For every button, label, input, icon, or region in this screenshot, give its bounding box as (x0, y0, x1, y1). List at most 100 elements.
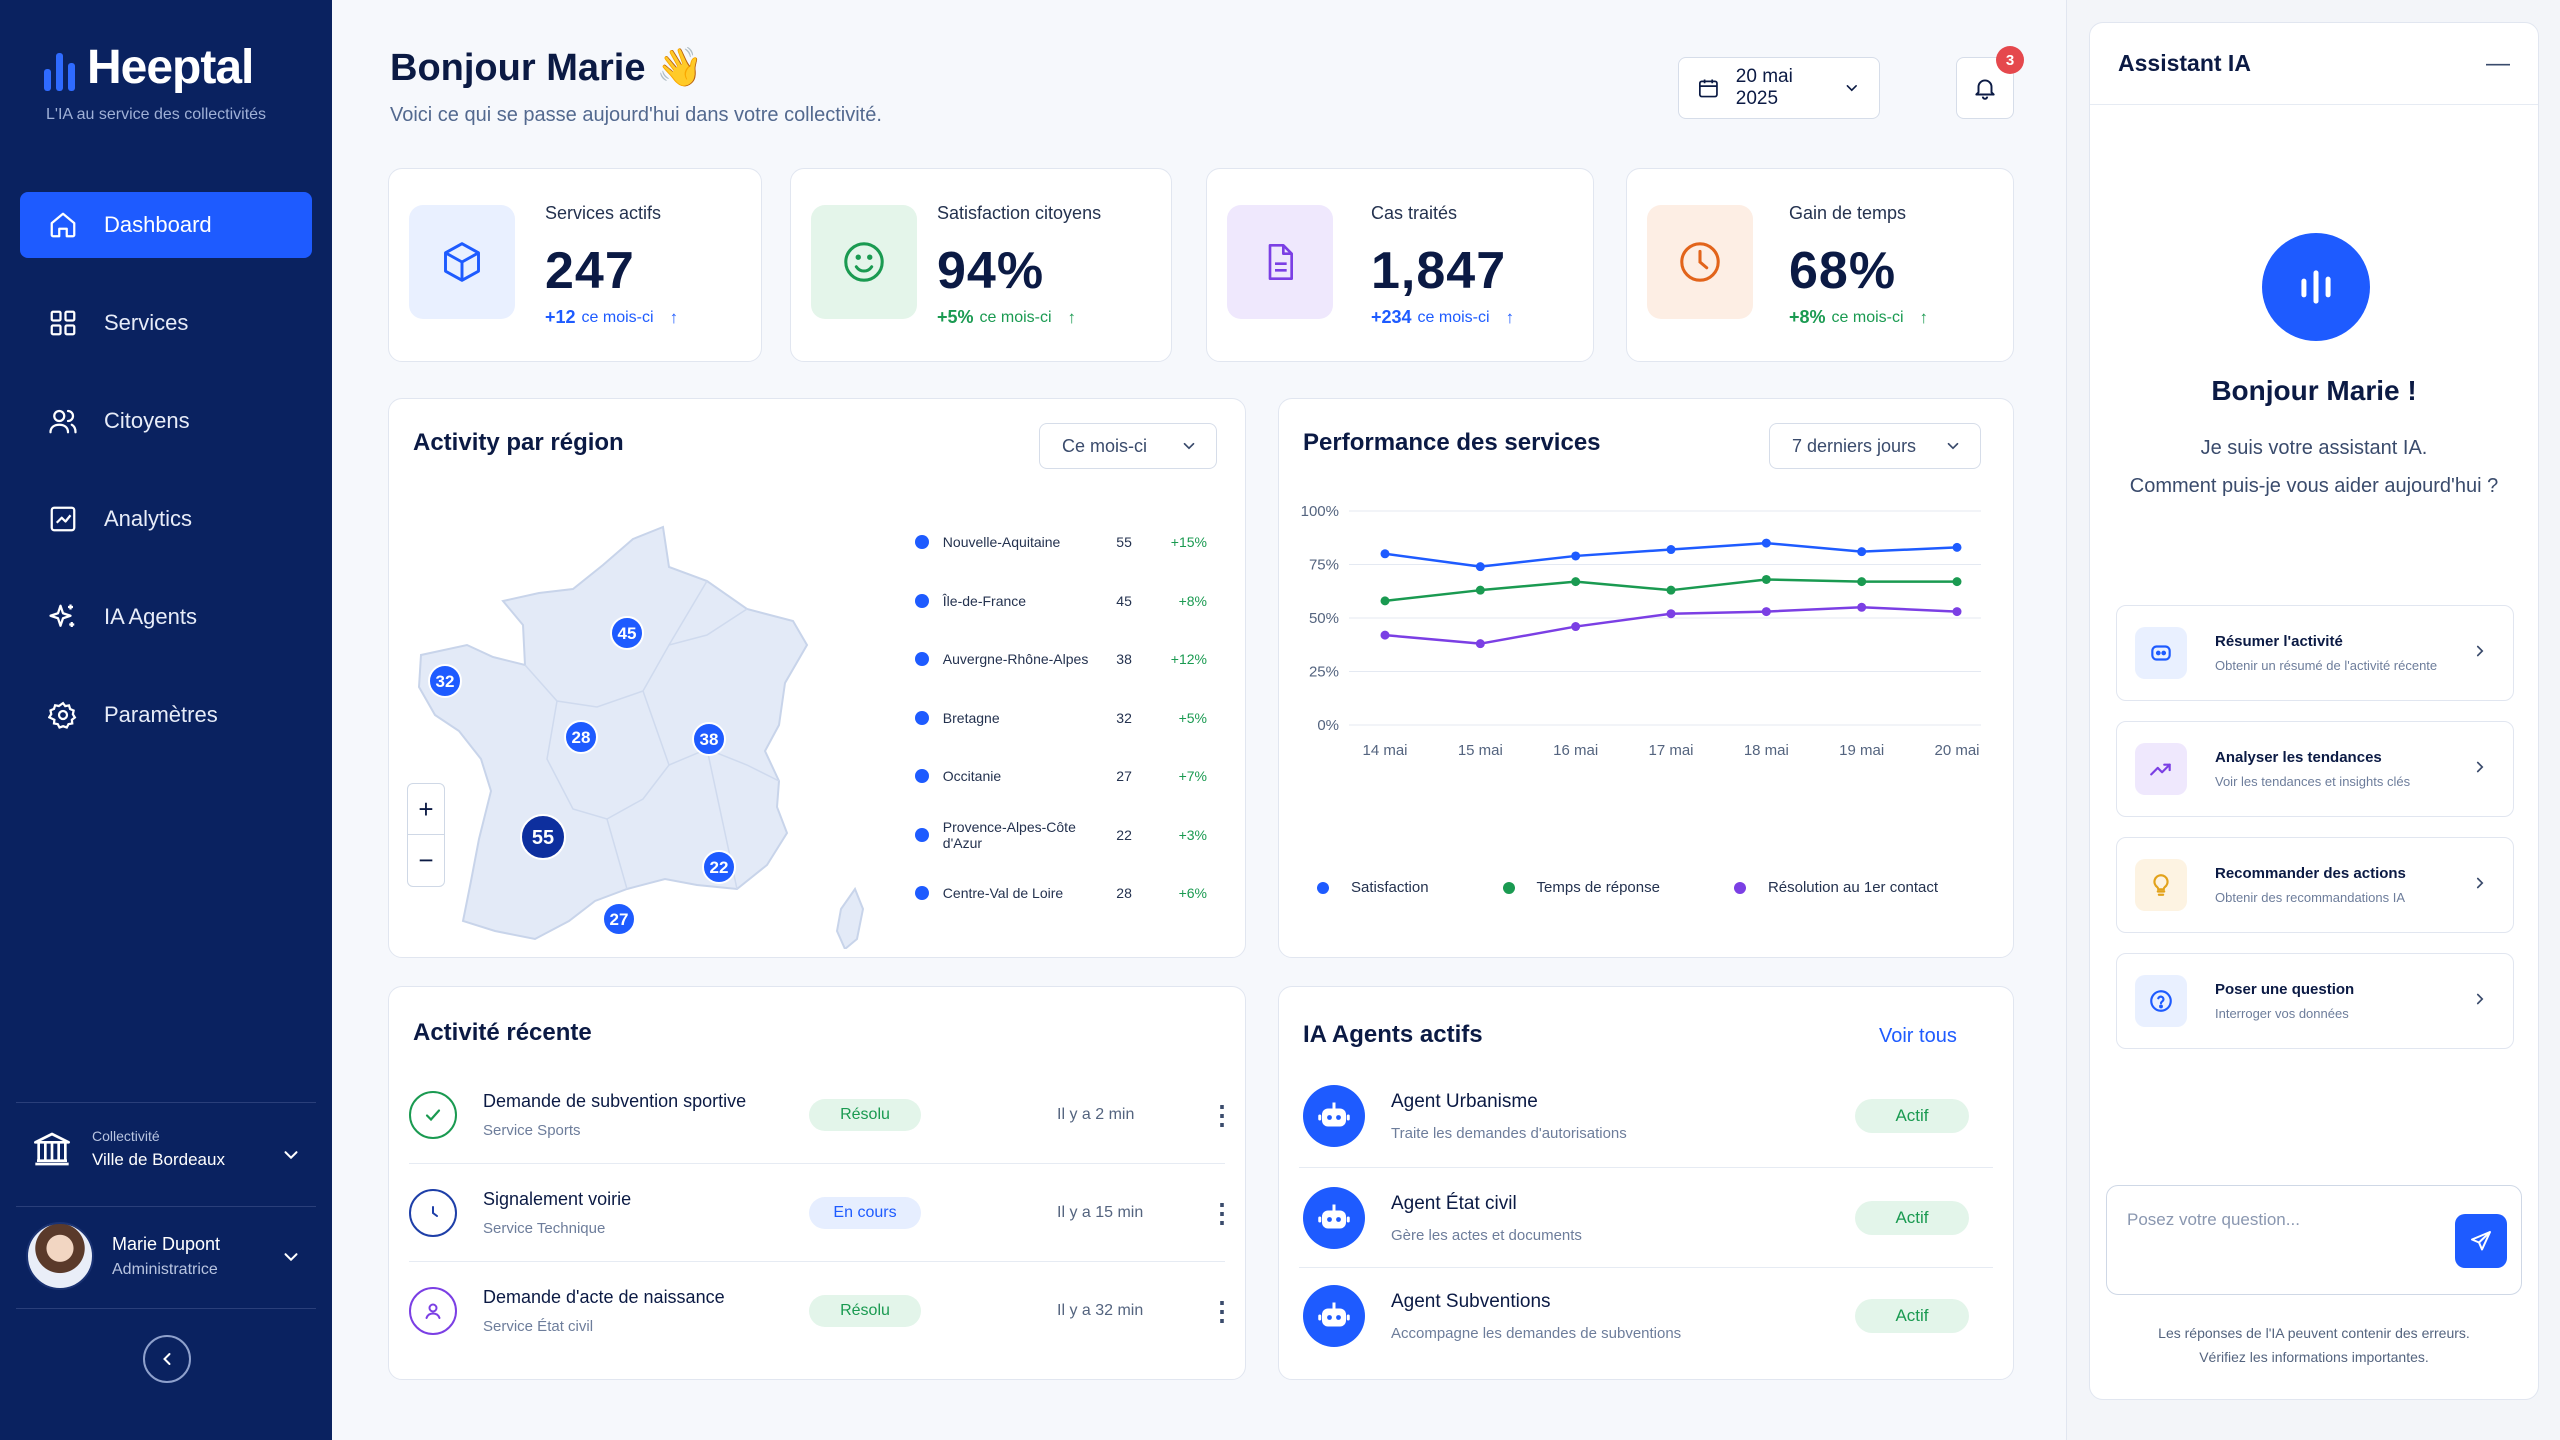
row-divider (409, 1261, 1225, 1262)
agent-row[interactable]: Agent Subventions Accompagne les demande… (1303, 1271, 1993, 1361)
zoom-in-button[interactable]: + (408, 784, 444, 835)
action-trends[interactable]: Analyser les tendances Voir les tendance… (2116, 721, 2514, 817)
data-point (1666, 609, 1676, 619)
sidebar-divider (16, 1102, 316, 1103)
action-ask[interactable]: Poser une question Interroger vos donnée… (2116, 953, 2514, 1049)
bell-icon (1975, 79, 1995, 100)
region-period-select[interactable]: Ce mois-ci (1039, 423, 1217, 469)
data-point (1857, 577, 1867, 587)
brand-logo[interactable]: Heeptal (44, 40, 254, 95)
assistant-intro: Je suis votre assistant IA. Comment puis… (2090, 429, 2538, 505)
data-point (1857, 602, 1867, 612)
marker-occitanie[interactable]: 27 (602, 902, 636, 936)
marker-ile-de-france[interactable]: 45 (610, 616, 644, 650)
marker-bretagne[interactable]: 32 (428, 664, 462, 698)
agent-row[interactable]: Agent Urbanisme Traite les demandes d'au… (1303, 1071, 1993, 1161)
activity-card-title: Activité récente (413, 1019, 592, 1046)
stat-delta: +12 ce mois-ci ↑ (545, 307, 678, 328)
action-summarize[interactable]: Résumer l'activité Obtenir un résumé de … (2116, 605, 2514, 701)
france-map[interactable]: 45 32 28 38 55 22 27 (407, 469, 867, 951)
region-row[interactable]: Occitanie 27 +7% (907, 747, 1207, 806)
more-options-icon[interactable]: ⋮ (1209, 1295, 1235, 1326)
chevron-left-icon (163, 1353, 171, 1365)
stat-card-services: Services actifs 247 +12 ce mois-ci ↑ (388, 168, 762, 362)
question-input[interactable] (2127, 1210, 2427, 1230)
send-button[interactable] (2455, 1214, 2507, 1268)
stat-value: 1,847 (1371, 242, 1507, 300)
activity-row[interactable]: Demande de subvention sportive Service S… (409, 1067, 1235, 1163)
region-row[interactable]: Auvergne-Rhône-Alpes 38 +12% (907, 630, 1207, 689)
region-row[interactable]: Centre-Val de Loire 28 +6% (907, 864, 1207, 923)
legend-item-satisfaction[interactable]: Satisfaction (1317, 879, 1429, 896)
stat-delta: +5% ce mois-ci ↑ (937, 307, 1076, 328)
marker-paca[interactable]: 22 (702, 850, 736, 884)
arrow-up-icon: ↑ (1505, 307, 1515, 327)
region-row[interactable]: Nouvelle-Aquitaine 55 +15% (907, 513, 1207, 572)
action-recommend[interactable]: Recommander des actions Obtenir des reco… (2116, 837, 2514, 933)
more-options-icon[interactable]: ⋮ (1209, 1197, 1235, 1228)
see-all-link[interactable]: Voir tous (1879, 1025, 1957, 1047)
action-desc: Voir les tendances et insights clés (2215, 774, 2411, 789)
data-point (1666, 545, 1676, 555)
marker-nouvelle-aquitaine[interactable]: 55 (520, 814, 566, 860)
performance-period-select[interactable]: 7 derniers jours (1769, 423, 1981, 469)
activity-row[interactable]: Demande d'acte de naissance Service État… (409, 1263, 1235, 1359)
data-point (1571, 551, 1581, 561)
delta-text: ce mois-ci (1417, 308, 1490, 326)
user-menu[interactable]: Marie Dupont Administratrice (26, 1222, 302, 1290)
delta-value: +8% (1789, 307, 1826, 327)
nav-label: Paramètres (104, 702, 218, 727)
stat-label: Gain de temps (1789, 203, 1907, 223)
data-point (1952, 607, 1962, 617)
send-icon (2471, 1231, 2491, 1251)
legend-item-resolution[interactable]: Résolution au 1er contact (1733, 879, 1938, 896)
performance-card: Performance des services 7 derniers jour… (1278, 398, 2014, 958)
date-picker[interactable]: 20 mai 2025 (1678, 57, 1880, 119)
sparkles-icon (49, 604, 75, 627)
data-point (1952, 577, 1962, 587)
nav-item-dashboard[interactable]: Dashboard (20, 192, 312, 258)
collectivite-selector[interactable]: Collectivité Ville de Bordeaux (32, 1128, 302, 1170)
x-tick-label: 20 mai (1934, 742, 1979, 759)
nav-item-parametres[interactable]: Paramètres (20, 682, 312, 748)
region-delta: +6% (1178, 885, 1207, 902)
assistant-card: Assistant IA — Bonjour Marie ! Je suis v… (2089, 22, 2539, 1400)
marker-label: 32 (436, 672, 455, 691)
agent-row[interactable]: Agent État civil Gère les actes et docum… (1303, 1173, 1993, 1263)
notifications-button[interactable] (1956, 57, 2014, 119)
zoom-out-button[interactable]: − (418, 845, 434, 875)
legend-item-temps-reponse[interactable]: Temps de réponse (1502, 879, 1660, 896)
delta-text: ce mois-ci (979, 308, 1052, 326)
region-row[interactable]: Île-de-France 45 +8% (907, 572, 1207, 631)
data-point (1857, 547, 1867, 557)
nav-item-ia-agents[interactable]: IA Agents (20, 584, 312, 650)
marker-centre[interactable]: 28 (564, 720, 598, 754)
activity-service: Service Sports (483, 1122, 581, 1139)
nav-item-citoyens[interactable]: Citoyens (20, 388, 312, 454)
marker-label: 38 (700, 730, 719, 749)
brand-name: Heeptal (87, 41, 254, 94)
nav-item-services[interactable]: Services (20, 290, 312, 356)
recent-activity-card: Activité récente Demande de subvention s… (388, 986, 1246, 1380)
status-badge: Actif (1855, 1299, 1969, 1333)
region-delta: +3% (1178, 826, 1207, 843)
activity-row[interactable]: Signalement voirie Service Technique En … (409, 1165, 1235, 1261)
stat-label: Satisfaction citoyens (937, 203, 1102, 223)
page-subtitle: Voici ce qui se passe aujourd'hui dans v… (390, 104, 882, 126)
chevron-down-icon (284, 1253, 298, 1262)
region-row[interactable]: Provence-Alpes-Côte d'Azur 22 +3% (907, 806, 1207, 865)
region-row[interactable]: Bretagne 32 +5% (907, 689, 1207, 748)
nav-item-analytics[interactable]: Analytics (20, 486, 312, 552)
marker-auvergne[interactable]: 38 (692, 722, 726, 756)
data-point (1761, 607, 1771, 617)
collapse-sidebar-button[interactable] (143, 1335, 191, 1383)
user-icon (409, 1287, 457, 1335)
region-activity-card: Activity par région Ce mois-ci 45 32 28 … (388, 398, 1246, 958)
data-point (1666, 585, 1676, 595)
more-options-icon[interactable]: ⋮ (1209, 1099, 1235, 1130)
performance-chart[interactable]: 0% 25% 50% 75% 100% 14 mai 15 mai 16 mai 17 mai 1… (1279, 469, 2015, 919)
collectivite-label: Collectivité (92, 1128, 160, 1144)
region-delta: +7% (1178, 768, 1207, 785)
activity-time: Il y a 15 min (1057, 1204, 1144, 1221)
minimize-button[interactable]: — (2486, 49, 2510, 77)
